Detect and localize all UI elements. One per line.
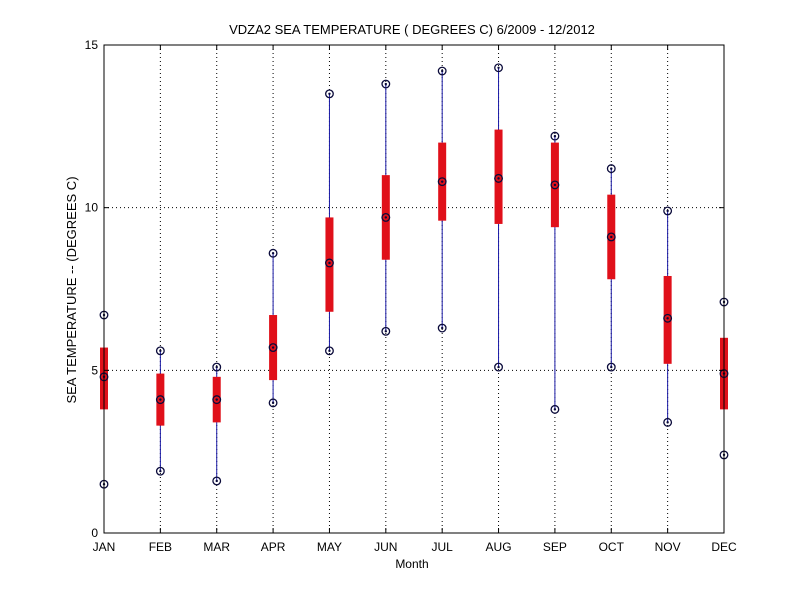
iqr-box xyxy=(663,275,672,364)
x-tick-label: JUN xyxy=(374,540,397,554)
max-marker xyxy=(437,66,447,76)
x-tick-label: NOV xyxy=(655,540,681,554)
max-marker xyxy=(212,362,222,372)
box-may xyxy=(325,89,334,356)
min-marker xyxy=(381,326,391,336)
median-marker-dot xyxy=(666,317,669,320)
min-marker-dot xyxy=(159,469,162,473)
min-marker xyxy=(155,466,165,476)
x-tick-label: SEP xyxy=(543,540,567,554)
median-marker xyxy=(663,313,673,323)
min-marker xyxy=(212,476,222,486)
max-marker xyxy=(663,206,673,216)
median-marker xyxy=(325,258,334,268)
y-tick-label: 0 xyxy=(91,526,98,540)
box-mar xyxy=(212,362,222,486)
max-marker xyxy=(268,248,278,258)
x-tick-label: MAR xyxy=(203,540,230,554)
max-marker-dot xyxy=(328,92,331,96)
x-tick-label: JUL xyxy=(432,540,454,554)
max-marker-dot xyxy=(271,252,275,255)
max-marker xyxy=(494,63,503,73)
min-marker-dot xyxy=(271,401,275,405)
box-jun xyxy=(381,79,391,336)
min-marker xyxy=(663,417,673,427)
axes-frame xyxy=(103,44,725,534)
box-oct xyxy=(606,164,616,372)
x-axis-label: Month xyxy=(395,557,428,571)
min-marker-dot xyxy=(328,349,331,353)
box-feb xyxy=(155,346,165,476)
y-axis-label: SEA TEMPERATURE -- (DEGREES C) xyxy=(64,176,79,403)
x-tick-label: APR xyxy=(261,540,286,554)
box-nov xyxy=(663,206,673,427)
min-marker xyxy=(325,346,334,356)
iqr-box xyxy=(494,129,503,224)
chart-title: VDZA2 SEA TEMPERATURE ( DEGREES C) 6/200… xyxy=(229,22,595,37)
x-tick-label: AUG xyxy=(486,540,512,554)
max-marker xyxy=(606,164,616,174)
max-marker-dot xyxy=(384,82,388,86)
max-marker-dot xyxy=(666,209,669,213)
min-marker-dot xyxy=(497,365,500,369)
median-marker-dot xyxy=(497,177,500,180)
max-marker-dot xyxy=(159,349,162,353)
min-marker-dot xyxy=(610,365,613,369)
median-marker-dot xyxy=(215,398,218,401)
min-marker xyxy=(268,398,278,408)
max-marker-dot xyxy=(215,365,218,369)
max-marker-dot xyxy=(610,167,613,170)
min-marker xyxy=(550,404,560,414)
median-marker-dot xyxy=(553,183,557,187)
min-marker-dot xyxy=(215,479,218,483)
median-marker xyxy=(212,395,222,405)
axis-ticks: JAN FEB MAR APR MAY JUN JUL AUG SEP OCT NOV DEC 0 5 10… xyxy=(85,38,737,554)
max-marker xyxy=(381,79,391,89)
y-tick-label: 10 xyxy=(85,201,99,215)
max-marker-dot xyxy=(440,69,444,73)
x-tick-label: FEB xyxy=(149,540,172,554)
x-tick-label: MAY xyxy=(317,540,342,554)
iqr-box xyxy=(325,217,334,312)
min-marker-dot xyxy=(440,326,444,330)
max-marker xyxy=(325,89,334,99)
box-aug xyxy=(494,63,503,372)
median-marker-dot xyxy=(159,398,162,401)
box-sep xyxy=(550,131,560,414)
y-tick-label: 15 xyxy=(85,38,99,52)
median-marker xyxy=(437,177,447,187)
median-marker-dot xyxy=(384,216,388,219)
min-marker xyxy=(606,362,616,372)
box-apr xyxy=(268,248,278,408)
min-marker-dot xyxy=(553,408,557,411)
box-jul xyxy=(437,66,447,333)
median-marker-dot xyxy=(271,346,275,349)
median-marker xyxy=(155,395,165,405)
y-tick-label: 5 xyxy=(91,363,98,377)
median-marker-dot xyxy=(440,180,444,183)
median-marker xyxy=(494,173,503,183)
x-tick-label: JAN xyxy=(93,540,116,554)
min-marker-dot xyxy=(384,330,388,333)
min-marker-dot xyxy=(666,421,669,424)
min-marker xyxy=(437,323,447,333)
median-marker xyxy=(606,232,616,242)
max-marker xyxy=(155,346,165,356)
x-tick-label: OCT xyxy=(599,540,625,554)
median-marker-dot xyxy=(610,235,613,239)
median-marker xyxy=(381,212,391,222)
median-marker xyxy=(268,343,278,353)
median-marker xyxy=(550,180,560,190)
min-marker xyxy=(494,362,503,372)
max-marker xyxy=(550,131,560,141)
median-marker-dot xyxy=(328,261,331,265)
max-marker-dot xyxy=(497,66,500,69)
x-tick-label: DEC xyxy=(711,540,737,554)
max-marker-dot xyxy=(553,134,557,138)
